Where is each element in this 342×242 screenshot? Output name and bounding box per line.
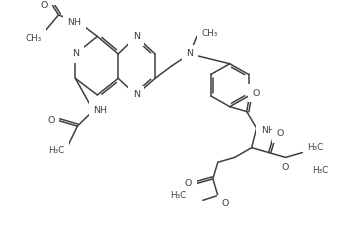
Text: H₃C: H₃C [170,191,186,200]
Text: NH: NH [67,18,81,27]
Text: O: O [40,1,48,10]
Text: H₃C: H₃C [313,166,329,174]
Text: CH₃: CH₃ [25,34,41,43]
Text: O: O [282,163,289,172]
Text: O: O [222,199,229,208]
Text: N: N [133,32,140,41]
Text: O: O [47,116,54,125]
Text: CH₃: CH₃ [202,29,218,38]
Text: O: O [253,89,260,98]
Text: NH: NH [93,106,107,115]
Text: O: O [277,129,284,138]
Text: NH: NH [261,126,275,135]
Text: H₃C: H₃C [307,143,324,152]
Text: O: O [185,179,192,188]
Text: H₃C: H₃C [48,146,64,155]
Text: N: N [133,91,140,99]
Text: N: N [72,49,79,59]
Text: N: N [186,49,194,59]
